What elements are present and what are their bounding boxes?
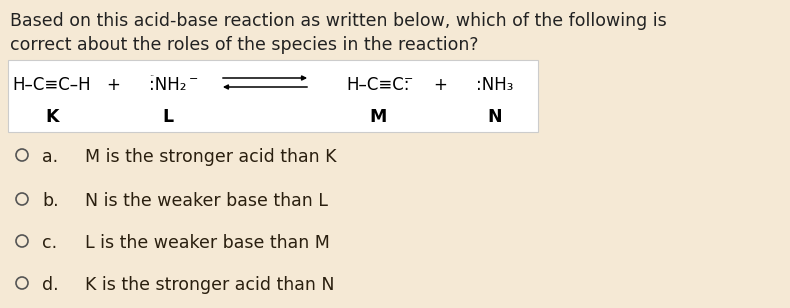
Text: K: K <box>45 108 58 126</box>
Text: correct about the roles of the species in the reaction?: correct about the roles of the species i… <box>10 36 479 54</box>
Ellipse shape <box>16 193 28 205</box>
Text: :NH₃: :NH₃ <box>476 76 514 94</box>
Ellipse shape <box>16 235 28 247</box>
Text: :NH₂: :NH₂ <box>149 76 186 94</box>
Text: N is the weaker base than L: N is the weaker base than L <box>85 192 328 210</box>
Ellipse shape <box>16 149 28 161</box>
Text: Based on this acid-base reaction as written below, which of the following is: Based on this acid-base reaction as writ… <box>10 12 667 30</box>
Text: −: − <box>189 74 198 84</box>
Text: −: − <box>404 74 413 84</box>
Text: K is the stronger acid than N: K is the stronger acid than N <box>85 276 334 294</box>
Text: d.: d. <box>42 276 58 294</box>
Text: H–C≡C–H: H–C≡C–H <box>13 76 92 94</box>
Text: +: + <box>106 76 120 94</box>
Text: ··: ·· <box>149 72 154 81</box>
Ellipse shape <box>16 277 28 289</box>
Text: M: M <box>369 108 386 126</box>
Text: L: L <box>163 108 174 126</box>
Text: M is the stronger acid than K: M is the stronger acid than K <box>85 148 337 166</box>
Text: b.: b. <box>42 192 58 210</box>
Text: H–C≡C:: H–C≡C: <box>346 76 410 94</box>
Text: L is the weaker base than M: L is the weaker base than M <box>85 234 330 252</box>
Text: a.: a. <box>42 148 58 166</box>
Text: N: N <box>487 108 502 126</box>
Text: c.: c. <box>42 234 57 252</box>
Bar <box>8 60 538 132</box>
Text: +: + <box>433 76 447 94</box>
